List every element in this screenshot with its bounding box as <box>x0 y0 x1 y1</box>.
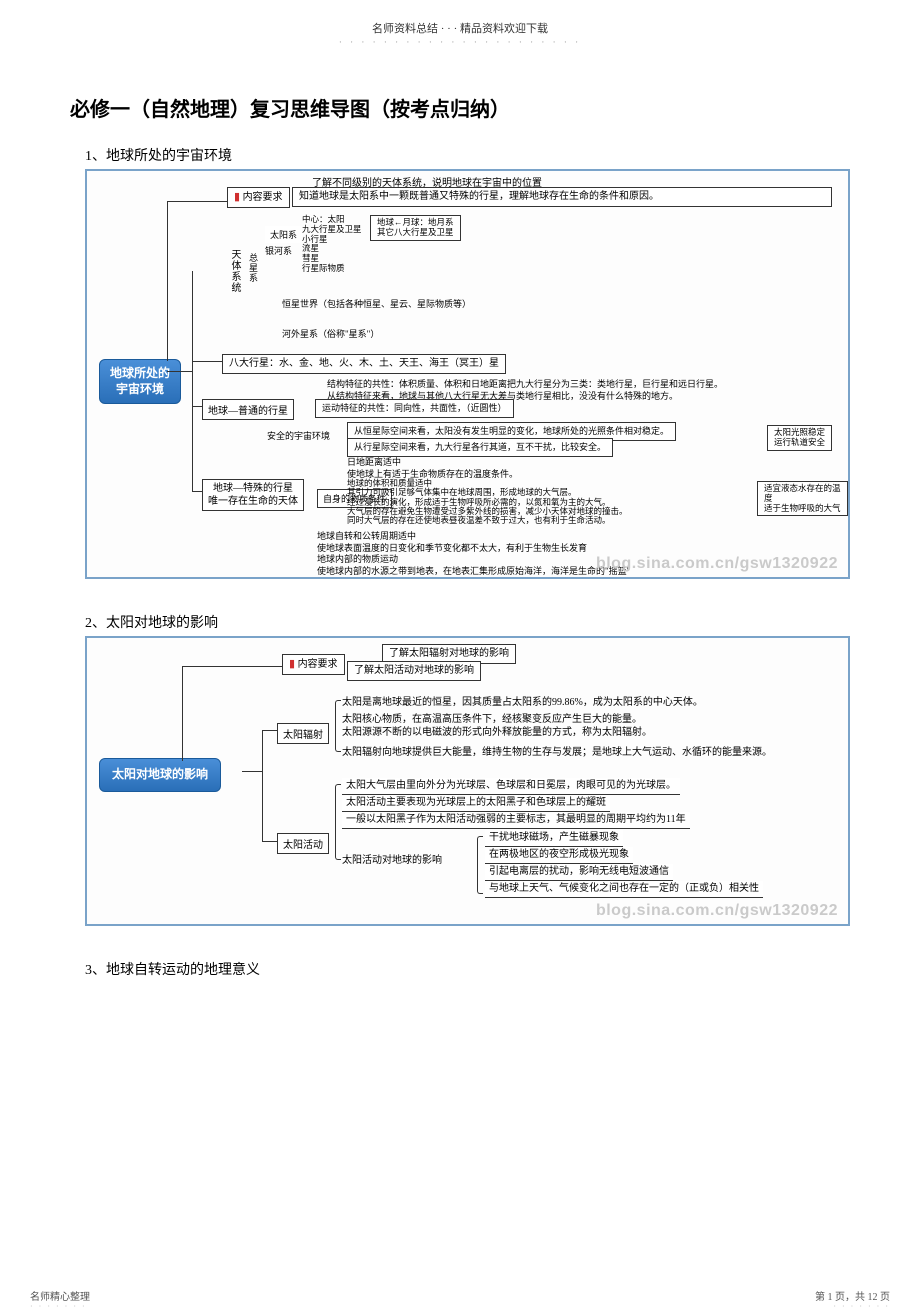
impact1: 干扰地球磁场，产生磁暴现象 <box>485 830 623 847</box>
fushe2: 太阳核心物质，在高温高压条件下，经核聚变反应产生巨大的能量。 太阳源源不断的以电… <box>342 714 652 739</box>
neibu: 地球内部的物质运动 使地球内部的水源之带到地表，在地表汇集形成原始海洋，海洋是生… <box>317 554 630 577</box>
rizhong: 日地距离适中 使地球上有适于生命物质存在的温度条件。 <box>347 457 518 480</box>
teshu-label: 地球—特殊的行星 唯一存在生命的天体 <box>202 479 304 511</box>
watermark2: blog.sina.com.cn/gsw1320922 <box>596 902 838 920</box>
impact2: 在两极地区的夜空形成极光现象 <box>485 847 633 864</box>
req2-box: 知道地球是太阳系中一颗既普通又特殊的行星，理解地球存在生命的条件和原因。 <box>292 187 832 207</box>
header-text: 名师资料总结 · · · 精品资料欢迎下载 <box>372 23 548 35</box>
fushe1: 太阳是离地球最近的恒星，因其质量占太阳系的99.86%，成为太阳系的中心天体。 <box>342 696 703 709</box>
flag-icon: ▮ <box>234 191 240 203</box>
huodong-impact: 太阳活动对地球的影响 <box>342 854 442 867</box>
conn-h3 <box>192 361 222 362</box>
conn-v1 <box>167 201 168 361</box>
huodong1: 太阳大气层由里向外分为光球层、色球层和日冕层，肉眼可见的为光球层。 <box>342 778 680 795</box>
conn-h2 <box>167 371 192 372</box>
req2-2: 了解太阳活动对地球的影响 <box>347 661 481 681</box>
footer-dots-r: · · · · · · · <box>833 1302 890 1311</box>
diagram2: 了解太阳辐射对地球的影响 ▮ 内容要求 了解太阳活动对地球的影响 太阳对地球的影… <box>85 636 850 926</box>
taiyang-label: 太阳系 <box>265 226 302 243</box>
yinhe-label: 银河系 <box>265 246 292 258</box>
fushe-label: 太阳辐射 <box>277 723 329 744</box>
huodong2: 太阳活动主要表现为光球层上的太阳黑子和色球层上的耀斑 <box>342 795 610 812</box>
req-label2: 内容要求 <box>298 659 338 670</box>
earth-moon: 地球←月球：地月系 其它八大行星及卫星 <box>370 215 461 241</box>
putong-label: 地球—普通的行星 <box>202 399 294 420</box>
section2-title: 2、太阳对地球的影响 <box>0 604 920 636</box>
safe-env: 安全的宇宙环境 <box>267 431 330 443</box>
d2-h3 <box>262 730 277 731</box>
page-header: 名师资料总结 · · · 精品资料欢迎下载 · · · · · · · · · … <box>0 0 920 53</box>
eight-planets: 八大行星：水、金、地、火、木、土、天王、海王（冥王）星 <box>222 354 506 374</box>
watermark1: blog.sina.com.cn/gsw1320922 <box>596 555 838 573</box>
zongheng-label: 总星系 <box>247 253 260 283</box>
header-dots: · · · · · · · · · · · · · · · · · · · · … <box>339 37 581 47</box>
section1-title: 1、地球所处的宇宙环境 <box>0 137 920 169</box>
hengxing: 恒星世界（包括各种恒星、星云、星际物质等） <box>282 299 471 311</box>
impact4: 与地球上天气、气候变化之间也存在一定的（正或负）相关性 <box>485 881 763 898</box>
huodong-label: 太阳活动 <box>277 833 329 854</box>
putong2: 运动特征的共性：同向性，共面性，（近圆性） <box>315 399 514 418</box>
conn-h4 <box>192 406 202 407</box>
root-node1: 地球所处的宇宙环境 <box>99 359 181 404</box>
root-text1: 地球所处的宇宙环境 <box>110 366 170 396</box>
footer-dots-l: · · · · · · · <box>30 1302 87 1311</box>
footer-left: 名师精心整理 <box>30 1288 90 1303</box>
d2-br3 <box>477 836 483 894</box>
tianxi-label: 天体系统 <box>227 249 242 293</box>
footer-right: 第 1 页，共 12 页 <box>815 1288 890 1303</box>
conn-h1 <box>167 201 227 202</box>
req-label-box: ▮ 内容要求 <box>227 187 290 208</box>
zizhuan: 地球自转和公转周期适中 使地球表面温度的日变化和季节变化都不太大，有利于生物生长… <box>317 531 587 554</box>
section3-title: 3、地球自转运动的地理意义 <box>0 951 920 983</box>
main-title: 必修一（自然地理）复习思维导图（按考点归纳） <box>0 53 920 137</box>
flag-icon2: ▮ <box>289 658 295 670</box>
d2-br2 <box>335 784 341 860</box>
d2-br1 <box>335 700 341 752</box>
d2-h4 <box>262 841 277 842</box>
req-label-box2: ▮ 内容要求 <box>282 654 345 675</box>
impact3: 引起电离层的扰动，影响无线电短波通信 <box>485 864 673 881</box>
d2-h2 <box>242 771 262 772</box>
safe2: 从行星际空间来看，九大行星各行其道，互不干扰，比较安全。 <box>347 438 613 457</box>
huodong3: 一般以太阳黑子作为太阳活动强弱的主要标志，其最明显的周期平均约为11年 <box>342 812 690 829</box>
diagram1: 了解不同级别的天体系统，说明地球在宇宙中的位置 ▮ 内容要求 知道地球是太阳系中… <box>85 169 850 579</box>
req-label: 内容要求 <box>243 192 283 203</box>
d2-v2 <box>262 730 263 842</box>
conn-v2 <box>192 271 193 491</box>
tiji: 地球的体积和质量适中 其引力可吸引足够气体集中在地球周围，形成地球的大气层。 经… <box>347 479 628 526</box>
conn-h5 <box>192 491 202 492</box>
d2-v1 <box>182 666 183 761</box>
fushe3: 太阳辐射向地球提供巨大能量，维持生物的生存与发展；是地球上大气运动、水循环的能量… <box>342 746 772 759</box>
temp-r: 适宜液态水存在的温度 适于生物呼吸的大气 <box>757 481 848 516</box>
d2-h1 <box>182 666 282 667</box>
center-text: 中心：太阳 九大行星及卫星 小行星 流星 彗星 行星际物质 <box>302 215 362 274</box>
root-node2: 太阳对地球的影响 <box>99 758 221 792</box>
heiwai: 河外星系（俗称"星系"） <box>282 329 379 341</box>
safe-r1: 太阳光照稳定 运行轨道安全 <box>767 425 832 451</box>
